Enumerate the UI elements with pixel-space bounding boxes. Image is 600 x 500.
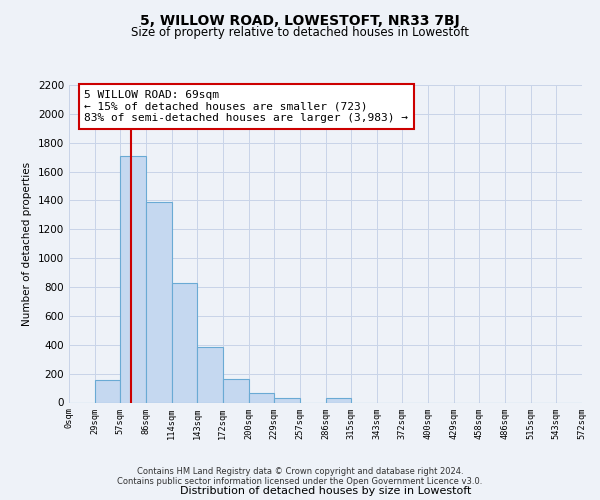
Bar: [121, 156, 146, 402]
Text: Size of property relative to detached houses in Lowestoft: Size of property relative to detached ho…: [131, 26, 469, 39]
Text: Contains public sector information licensed under the Open Government Licence v3: Contains public sector information licen…: [118, 477, 482, 486]
Text: 5 WILLOW ROAD: 69sqm
← 15% of detached houses are smaller (723)
83% of semi-deta: 5 WILLOW ROAD: 69sqm ← 15% of detached h…: [85, 90, 409, 123]
Text: 5, WILLOW ROAD, LOWESTOFT, NR33 7BJ: 5, WILLOW ROAD, LOWESTOFT, NR33 7BJ: [140, 14, 460, 28]
Text: Contains HM Land Registry data © Crown copyright and database right 2024.: Contains HM Land Registry data © Crown c…: [137, 467, 463, 476]
Bar: [172, 284, 197, 403]
Bar: [325, 398, 351, 402]
Bar: [223, 380, 248, 402]
Y-axis label: Number of detached properties: Number of detached properties: [22, 162, 32, 326]
Bar: [146, 202, 172, 402]
Bar: [248, 393, 274, 402]
X-axis label: Distribution of detached houses by size in Lowestoft: Distribution of detached houses by size …: [180, 486, 471, 496]
Bar: [95, 380, 121, 402]
Bar: [197, 347, 223, 403]
Bar: [274, 398, 300, 402]
